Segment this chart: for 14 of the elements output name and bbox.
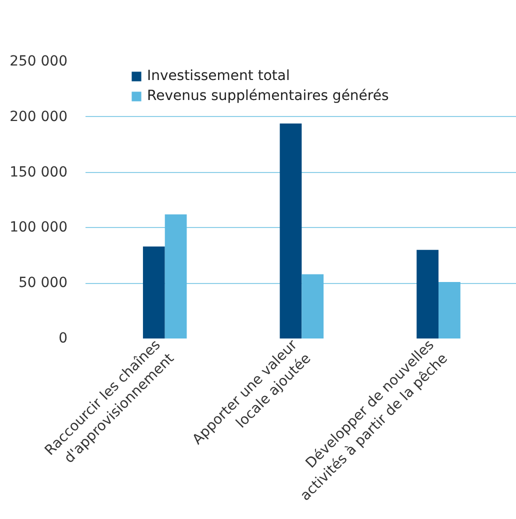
bar: [302, 274, 324, 338]
bar: [280, 124, 302, 338]
legend-label: Investissement total: [147, 68, 290, 84]
bar: [142, 246, 165, 338]
bar: [416, 250, 439, 338]
y-tick-label: 0: [58, 330, 68, 346]
y-tick-label: 150 000: [10, 164, 68, 180]
legend-label: Revenus supplémentaires générés: [147, 88, 389, 104]
bar: [164, 214, 187, 338]
y-tick-label: 50 000: [18, 275, 68, 292]
y-tick-label: 250 000: [10, 54, 68, 70]
y-tick-label: 100 000: [10, 220, 68, 236]
y-tick-label: 200 000: [10, 108, 68, 125]
bar: [438, 282, 460, 338]
